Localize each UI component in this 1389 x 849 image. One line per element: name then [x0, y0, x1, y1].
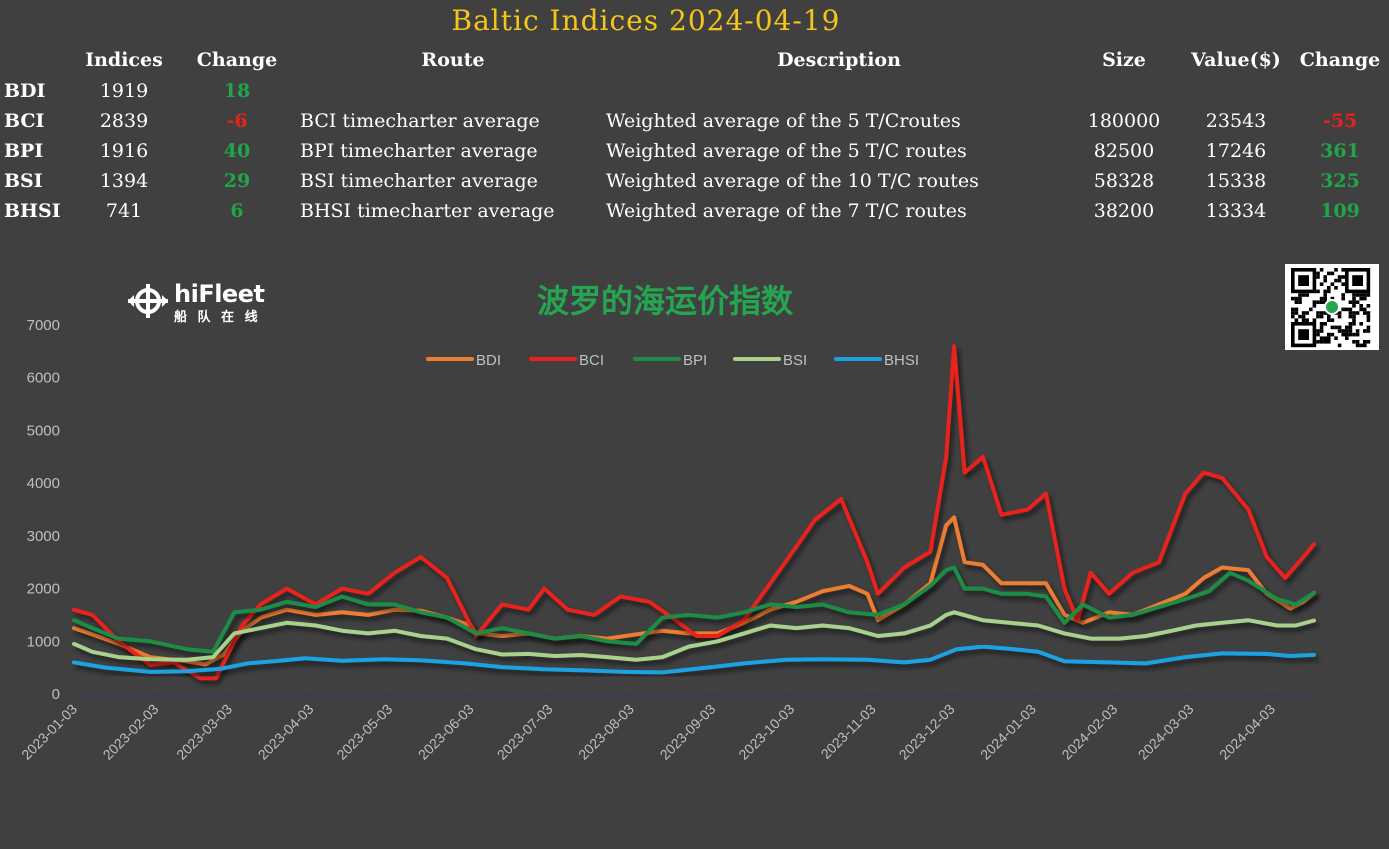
x-tick-label: 2023-11-03 [818, 701, 879, 762]
y-tick-label: 1000 [27, 633, 60, 650]
x-tick-label: 2023-10-03 [735, 701, 797, 763]
y-tick-label: 5000 [27, 422, 60, 439]
y-tick-label: 0 [52, 686, 60, 703]
series-line-bhsi [72, 644, 1316, 675]
index-name-cell: BHSI [4, 200, 61, 222]
y-tick-label: 3000 [27, 528, 60, 545]
x-tick-label: 2023-12-03 [896, 701, 958, 763]
hifleet-logo: hiFleet 船 队 在 线 [128, 280, 268, 325]
size-cell [1072, 76, 1176, 106]
x-tick-label: 2024-04-03 [1216, 701, 1278, 763]
size-cell: 38200 [1093, 200, 1155, 222]
ship-wheel-icon [128, 284, 168, 318]
legend-label: BHSI [884, 352, 919, 369]
x-tick-label: 2023-03-03 [173, 701, 235, 763]
description-cell: Weighted average of the 10 T/C routes [606, 170, 979, 192]
value-cell [1176, 76, 1296, 106]
size-cell: 180000 [1087, 110, 1161, 132]
y-tick-label: 4000 [27, 475, 60, 492]
chart-title: 波罗的海运价指数 [536, 282, 793, 320]
value-change-cell: 109 [1320, 200, 1360, 222]
index-change-cell: 29 [223, 170, 251, 192]
indices-table: Indices Change Route Description Size Va… [4, 44, 1384, 226]
x-tick-label: 2023-02-03 [100, 701, 162, 763]
y-tick-label: 6000 [27, 370, 60, 387]
series-line-bdi [72, 515, 1316, 667]
x-tick-label: 2023-08-03 [575, 701, 637, 763]
x-tick-label: 2023-09-03 [657, 701, 719, 763]
qr-code-icon[interactable] [1285, 264, 1379, 350]
header-route: Route [421, 49, 485, 71]
series-line-bpi [72, 565, 1316, 654]
value-change-cell [1296, 76, 1384, 106]
x-tick-label: 2023-05-03 [333, 701, 395, 763]
route-cell: BSI timecharter average [300, 170, 538, 192]
legend-label: BPI [683, 352, 707, 369]
index-change-cell: 18 [223, 80, 251, 102]
description-cell [606, 76, 1072, 106]
table-row: BHSI 741 6 BHSI timecharter average Weighted… [4, 196, 1384, 226]
x-tick-label: 2024-01-03 [977, 701, 1039, 763]
description-cell: Weighted average of the 5 T/C routes [606, 140, 967, 162]
value-cell: 15338 [1205, 170, 1267, 192]
index-name-cell: BSI [4, 170, 43, 192]
page-title: Baltic Indices 2024-04-19 [451, 4, 841, 37]
header-value-change: Change [1299, 49, 1381, 71]
legend-label: BDI [476, 352, 501, 369]
value-cell: 13334 [1205, 200, 1267, 222]
size-cell: 58328 [1093, 170, 1155, 192]
index-change-cell: 6 [230, 200, 244, 222]
table-row: BSI 1394 29 BSI timecharter average Weighted… [4, 166, 1384, 196]
header-change: Change [196, 49, 278, 71]
description-cell: Weighted average of the 5 T/Croutes [606, 110, 961, 132]
index-name-cell: BPI [4, 140, 44, 162]
header-description: Description [777, 49, 901, 71]
index-value-cell: 1919 [99, 80, 149, 102]
index-value-cell: 1394 [99, 170, 149, 192]
table-row: BDI 1919 18 [4, 76, 1384, 106]
value-change-cell: 361 [1320, 140, 1360, 162]
logo-text: hiFleet [174, 280, 265, 308]
size-cell: 82500 [1093, 140, 1155, 162]
index-name-cell: BCI [4, 110, 45, 132]
route-cell: BCI timecharter average [300, 110, 540, 132]
index-value-cell: 741 [105, 200, 143, 222]
route-cell [300, 76, 606, 106]
header-value: Value($) [1191, 49, 1281, 71]
table-row: BPI 1916 40 BPI timecharter average Weighted… [4, 136, 1384, 166]
index-change-cell: -6 [226, 110, 248, 132]
series-line-bsi [72, 610, 1316, 662]
table-row: BCI 2839 -6 BCI timecharter average Weighted… [4, 106, 1384, 136]
x-tick-label: 2023-01-03 [18, 701, 80, 763]
index-value-cell: 2839 [99, 110, 149, 132]
value-cell: 17246 [1205, 140, 1267, 162]
header-blank [4, 44, 74, 76]
line-chart: 0 1000 2000 3000 4000 5000 6000 7000 2023-01-03 2… [18, 317, 1316, 763]
value-cell: 23543 [1205, 110, 1267, 132]
header-size: Size [1102, 49, 1146, 71]
index-change-cell: 40 [223, 140, 251, 162]
legend-label: BCI [579, 352, 604, 369]
legend-label: BSI [783, 352, 807, 369]
x-tick-label: 2023-07-03 [494, 701, 556, 763]
x-tick-label: 2024-03-03 [1135, 701, 1197, 763]
route-cell: BPI timecharter average [300, 140, 538, 162]
route-cell: BHSI timecharter average [300, 200, 555, 222]
index-name-cell: BDI [4, 80, 46, 102]
y-tick-label: 2000 [27, 581, 60, 598]
series-line-bci [72, 344, 1316, 681]
x-tick-label: 2023-04-03 [255, 701, 317, 763]
y-tick-label: 7000 [27, 317, 60, 334]
header-indices: Indices [85, 49, 163, 71]
x-tick-label: 2024-02-03 [1059, 701, 1121, 763]
x-tick-label: 2023-06-03 [415, 701, 477, 763]
index-value-cell: 1916 [99, 140, 149, 162]
value-change-cell: -55 [1322, 110, 1358, 132]
table-header-row: Indices Change Route Description Size Va… [4, 44, 1384, 76]
logo-subtext: 船 队 在 线 [174, 310, 261, 325]
description-cell: Weighted average of the 7 T/C routes [606, 200, 967, 222]
value-change-cell: 325 [1320, 170, 1360, 192]
